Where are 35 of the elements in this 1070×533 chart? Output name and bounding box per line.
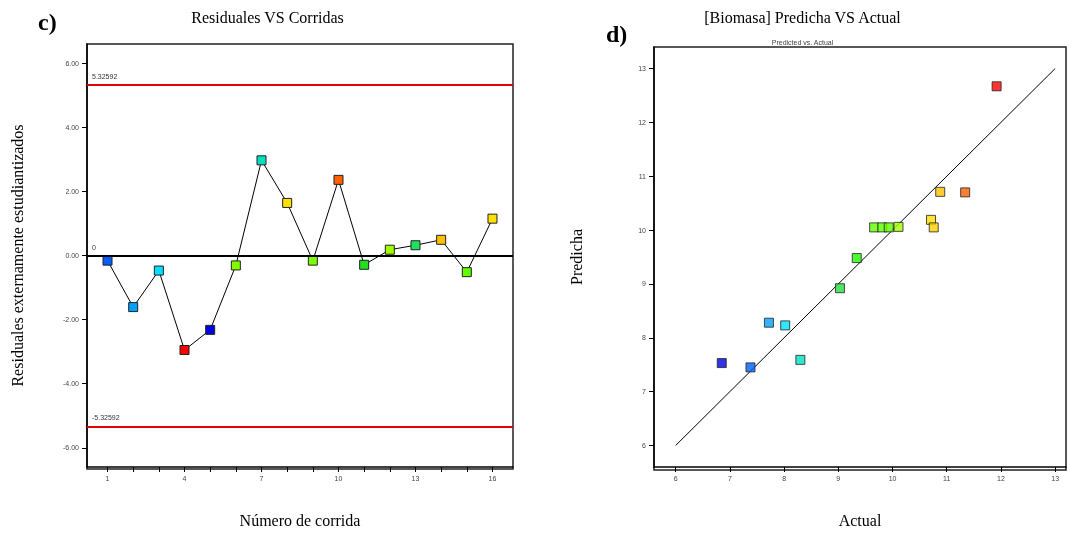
point	[883, 222, 894, 233]
text: c)	[38, 9, 57, 35]
point	[384, 244, 395, 255]
point	[333, 174, 344, 185]
point	[795, 354, 806, 365]
point	[834, 283, 845, 294]
point	[461, 267, 472, 278]
point	[763, 317, 774, 328]
y-axis-title: Residuales externamente estudiantizados	[8, 124, 26, 387]
point	[128, 302, 139, 313]
chart-title: Residuales VS Corridas	[191, 8, 344, 26]
point	[960, 187, 971, 198]
point	[935, 186, 946, 197]
point	[256, 155, 267, 166]
point	[893, 221, 904, 232]
point	[716, 358, 727, 369]
point	[780, 320, 791, 331]
point	[436, 234, 447, 245]
x-axis-title: Actual	[838, 511, 882, 529]
point	[928, 222, 939, 233]
chart-title: [Biomasa] Predicha VS Actual	[704, 8, 902, 26]
point	[991, 81, 1002, 92]
point	[359, 259, 370, 270]
point	[851, 253, 862, 264]
text: d)	[606, 21, 628, 47]
x-axis-title: Número de corrida	[239, 511, 361, 529]
point	[205, 324, 216, 335]
point	[745, 362, 756, 373]
point	[487, 213, 498, 224]
point	[153, 265, 164, 276]
y-axis-title: Predicha	[567, 229, 585, 285]
point	[179, 345, 190, 356]
point	[230, 260, 241, 271]
point	[410, 240, 421, 251]
point	[282, 197, 293, 208]
